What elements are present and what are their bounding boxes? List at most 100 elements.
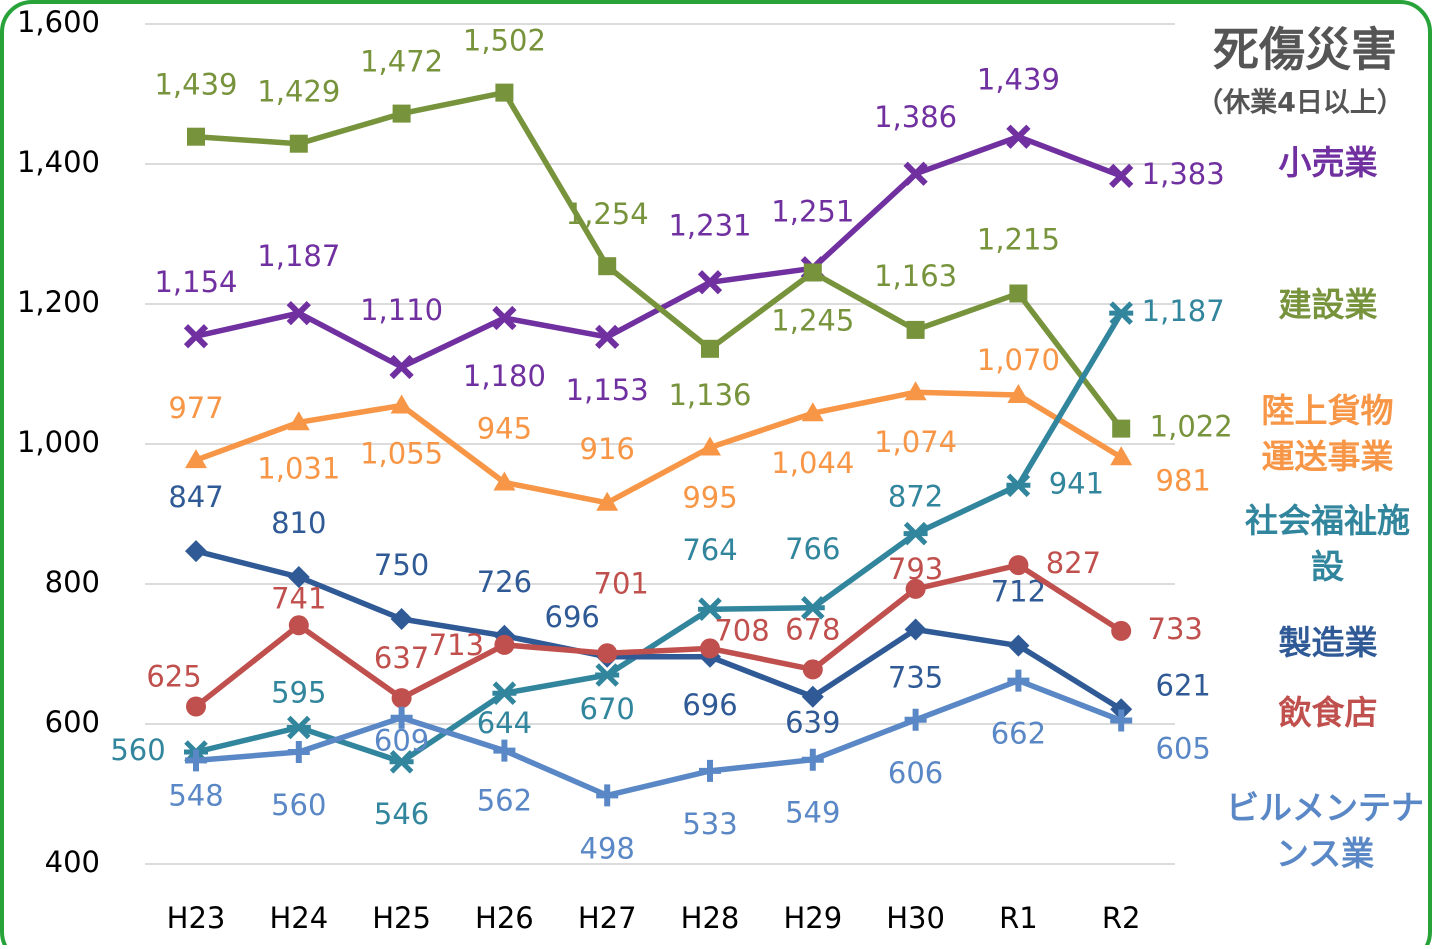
point-marker [700,638,720,659]
point-marker [1007,384,1030,403]
legend-entry: 建設業 [1278,285,1378,324]
y-tick-label: 1,000 [17,425,100,459]
point-marker [1007,669,1030,692]
data-label: 977 [168,391,223,425]
data-label: 560 [110,733,165,767]
data-label: 1,022 [1150,410,1233,444]
data-label: 708 [714,613,769,647]
legend-entry: 社会福祉施設 [1245,501,1410,586]
point-marker [286,715,311,740]
data-label: 1,439 [977,63,1060,97]
point-marker [598,257,617,276]
data-label: 1,472 [360,45,443,79]
point-marker [803,263,822,282]
data-label: 1,215 [977,223,1060,257]
legend-entry: 陸上貨物運送事業 [1261,391,1394,476]
point-marker [185,749,207,772]
point-marker [801,748,824,771]
data-label: 549 [785,796,840,830]
point-marker [596,491,619,511]
data-label: 750 [374,548,429,582]
data-label: 621 [1156,668,1211,702]
point-marker [1007,634,1030,657]
data-label: 1,044 [771,446,854,480]
data-label: 1,231 [668,208,751,242]
y-tick-label: 1,400 [17,145,100,179]
data-label: 1,383 [1142,157,1225,191]
point-marker [903,521,928,546]
point-marker [1009,284,1028,303]
point-marker [493,739,516,762]
point-marker [596,784,619,807]
data-label: 1,110 [360,293,443,327]
data-label: 1,070 [977,343,1060,377]
x-tick-label: H28 [681,901,740,935]
point-marker [801,685,824,708]
data-label: 696 [682,688,737,722]
data-label: 625 [146,660,201,694]
data-label: 941 [1049,466,1104,500]
data-label: 793 [888,552,943,586]
data-label: 810 [271,506,326,540]
data-label: 766 [785,532,840,566]
data-label: 1,163 [874,259,957,293]
data-label: 1,031 [257,451,340,485]
point-marker [1111,620,1132,641]
point-marker [1109,163,1134,189]
point-marker [698,597,722,621]
data-label: 1,153 [566,373,649,407]
point-marker [800,596,825,620]
data-label: 562 [477,784,532,818]
data-label: 1,055 [360,437,443,471]
point-marker [904,618,927,641]
point-marker [699,759,721,782]
data-label: 1,386 [874,100,957,134]
point-marker [701,339,719,358]
point-marker [286,300,311,326]
point-marker [1112,419,1131,438]
y-tick-label: 800 [45,565,100,599]
data-label: 605 [1156,732,1211,766]
point-marker [906,320,925,339]
chart-title: 死傷災害 [1213,23,1397,77]
data-label: 696 [545,600,600,634]
data-label: 981 [1156,463,1211,497]
data-label: 945 [477,412,532,446]
point-marker [802,659,823,680]
point-marker [183,324,209,349]
point-marker [389,354,414,380]
point-marker [595,663,620,687]
data-label: 847 [168,480,223,514]
point-marker [392,104,411,123]
point-marker [1110,698,1133,721]
data-label: 662 [991,717,1046,751]
legend-entry: ビルメンテナンス業 [1226,788,1424,873]
point-marker [1110,709,1133,732]
data-label: 726 [477,565,532,599]
data-label: 1,136 [668,378,751,412]
x-tick-label: R1 [999,901,1038,935]
point-marker [288,615,309,636]
point-marker [595,324,620,350]
point-marker [289,134,308,153]
point-marker [801,402,824,422]
data-label: 1,180 [463,359,546,393]
point-marker [187,127,205,146]
data-label: 670 [580,692,635,726]
series-line [195,677,1123,799]
data-label: 548 [168,778,223,812]
data-label: 827 [1046,546,1101,580]
series-line [194,562,1123,709]
data-label: 560 [271,788,326,822]
point-marker [390,608,413,630]
data-label: 1,154 [154,265,237,299]
data-label: 498 [580,831,635,865]
point-marker [495,83,514,102]
x-tick-label: H23 [167,901,226,935]
legend-entry: 製造業 [1278,623,1378,662]
y-tick-label: 400 [45,845,100,879]
data-label: 546 [374,797,429,831]
data-label: 644 [477,706,532,740]
x-tick-label: H26 [475,901,534,935]
